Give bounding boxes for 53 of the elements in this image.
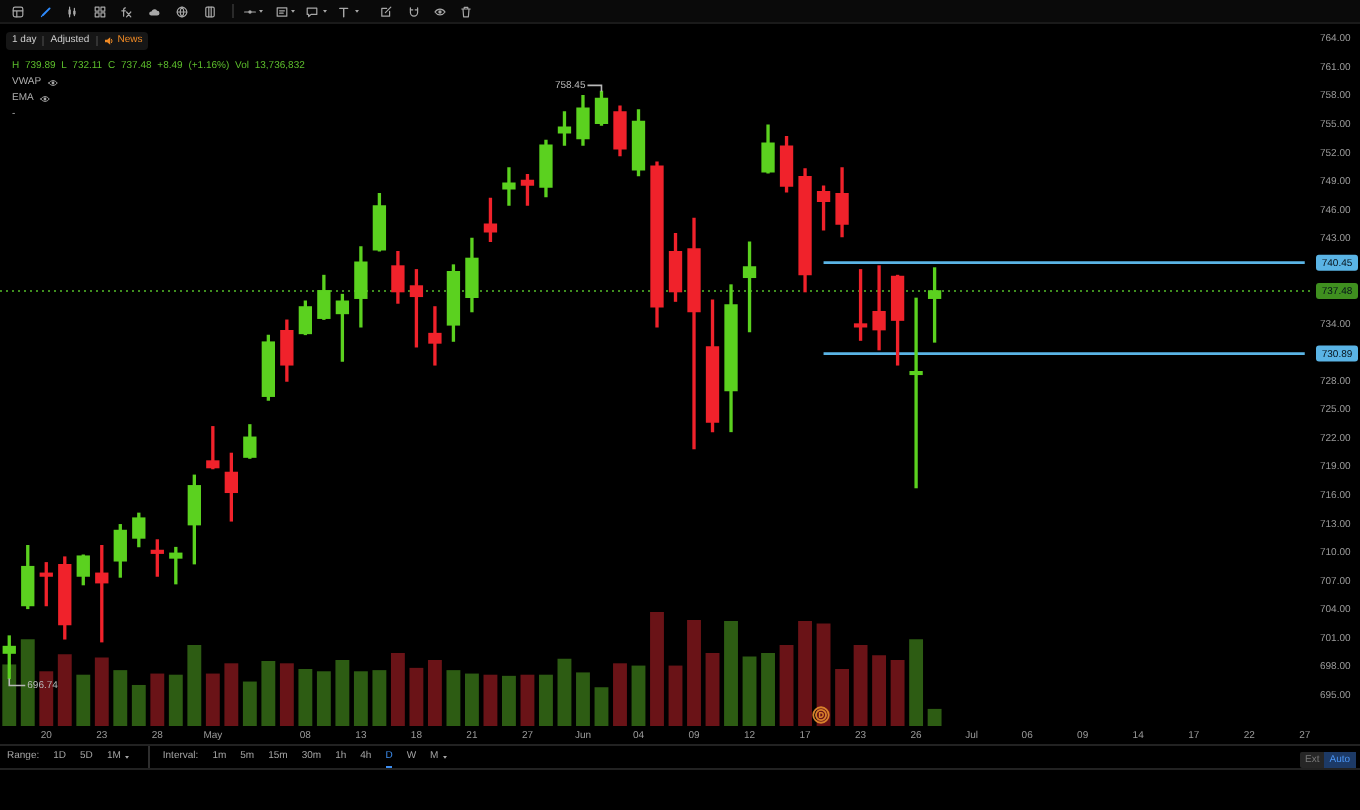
bar	[483, 674, 498, 726]
bar	[576, 672, 590, 726]
bar	[298, 669, 313, 726]
bar	[539, 674, 553, 726]
bar	[372, 670, 387, 726]
bar	[316, 671, 331, 726]
bar	[631, 665, 646, 726]
candlestick	[502, 167, 516, 206]
bar	[742, 656, 757, 726]
bar	[390, 653, 405, 726]
candlestick	[909, 297, 923, 489]
bar	[353, 671, 368, 726]
bar	[761, 653, 775, 726]
bar	[872, 655, 887, 726]
candlestick	[872, 265, 886, 351]
bar	[427, 659, 442, 726]
bar	[650, 612, 664, 726]
bar	[279, 663, 294, 726]
bar	[131, 684, 146, 726]
bar	[94, 657, 109, 726]
bar	[187, 645, 202, 726]
bar	[835, 669, 850, 726]
bar	[816, 623, 831, 726]
bar	[335, 659, 350, 726]
bar	[168, 674, 183, 726]
bar	[242, 681, 257, 726]
bar	[57, 654, 72, 726]
bar	[705, 653, 720, 726]
bar	[927, 708, 942, 726]
bar	[224, 663, 239, 726]
bar	[853, 645, 868, 726]
bar	[113, 670, 128, 726]
bar	[261, 661, 276, 726]
bar	[2, 664, 17, 726]
bar	[890, 659, 905, 726]
bar	[150, 673, 165, 726]
bar	[687, 619, 701, 726]
bar	[502, 675, 516, 726]
bar	[909, 639, 924, 726]
bar	[613, 663, 627, 726]
bar	[668, 665, 683, 726]
bar	[76, 674, 91, 726]
candlestick	[428, 306, 442, 366]
bar	[594, 687, 609, 726]
bar	[779, 645, 794, 726]
bar	[798, 621, 812, 726]
bar	[520, 674, 535, 726]
bar	[446, 670, 461, 726]
bar	[409, 667, 424, 726]
bar	[464, 673, 479, 726]
bar	[205, 673, 220, 726]
bar	[557, 658, 572, 726]
bar	[724, 621, 738, 726]
